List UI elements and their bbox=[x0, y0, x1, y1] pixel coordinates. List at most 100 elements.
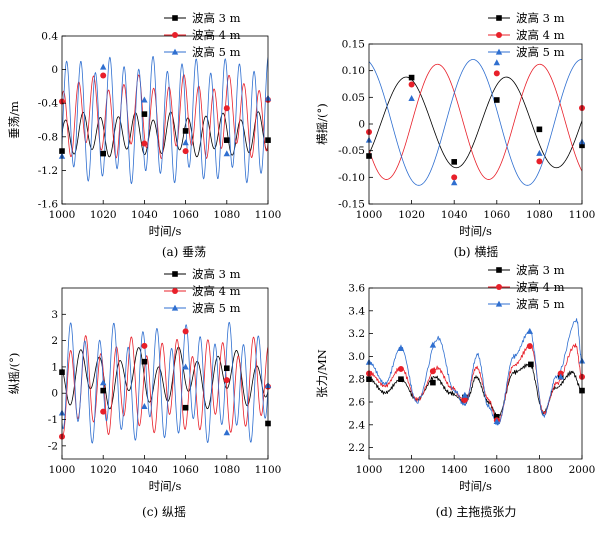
y-tick-label: 2.2 bbox=[348, 442, 365, 454]
x-tick-label: 1060 bbox=[483, 209, 510, 221]
data-point-h4 bbox=[100, 408, 107, 415]
data-point-h4 bbox=[536, 158, 543, 165]
legend-label-h5: 波高 5 m bbox=[192, 45, 241, 59]
y-axis-label: 张力/MN bbox=[315, 349, 329, 398]
y-tick-label: -0.8 bbox=[38, 131, 58, 143]
panel-c: 1000 1020 1040 1060 1080 1100 3 2 1 0 -1 -2 时间/s 纵摇/(… bbox=[7, 267, 281, 519]
series-line-h3 bbox=[62, 346, 268, 410]
data-point-h3 bbox=[451, 159, 457, 165]
data-point-h3 bbox=[536, 126, 543, 133]
x-tick-label: 1080 bbox=[213, 209, 240, 221]
y-tick-label: 1 bbox=[51, 361, 58, 373]
x-tick-label: 2000 bbox=[569, 464, 596, 476]
x-tick-label: 1100 bbox=[255, 209, 282, 221]
data-point-h5 bbox=[100, 63, 107, 70]
series-line-h3 bbox=[62, 111, 268, 158]
panel-b: 1000 1020 1040 1060 1080 1100 0.15 0.10 0.05 0 -0.… bbox=[315, 11, 595, 259]
x-tick-label: 1040 bbox=[131, 209, 158, 221]
x-tick-label: 1200 bbox=[398, 464, 425, 476]
data-point-h4 bbox=[526, 343, 533, 350]
data-point-h4 bbox=[429, 368, 436, 375]
data-point-h4 bbox=[141, 342, 148, 349]
y-tick-label: -1.6 bbox=[38, 199, 59, 211]
series-layer bbox=[62, 321, 268, 444]
data-point-h5 bbox=[451, 179, 458, 186]
y-tick-label: 2 bbox=[51, 335, 58, 347]
data-point-h5 bbox=[100, 379, 107, 386]
legend-marker-h5 bbox=[171, 48, 179, 55]
legend-label-h5: 波高 5 m bbox=[516, 297, 565, 311]
y-tick-label: 3 bbox=[51, 309, 58, 321]
x-tick-label: 1020 bbox=[90, 464, 117, 476]
y-tick-label: 0.10 bbox=[342, 65, 365, 77]
y-tick-label: -0.15 bbox=[338, 199, 365, 211]
x-tick-label: 1100 bbox=[255, 464, 282, 476]
x-tick-label: 1060 bbox=[172, 464, 199, 476]
data-point-h4 bbox=[182, 148, 189, 155]
series-line-h5 bbox=[369, 318, 582, 426]
legend-label-h4: 波高 4 m bbox=[192, 284, 241, 298]
data-point-h4 bbox=[223, 377, 230, 384]
legend-label-h4: 波高 4 m bbox=[516, 28, 565, 42]
legend-marker-h4 bbox=[172, 288, 178, 294]
x-tick-label: 1000 bbox=[356, 464, 383, 476]
data-point-h5 bbox=[493, 417, 500, 424]
y-tick-label: 3.0 bbox=[348, 351, 365, 363]
legend-label-h4: 波高 4 m bbox=[516, 280, 565, 294]
series-layer bbox=[369, 59, 582, 186]
data-point-h3 bbox=[100, 387, 106, 394]
data-point-h3 bbox=[528, 361, 534, 368]
data-point-h4 bbox=[493, 70, 500, 77]
legend-marker-h4 bbox=[496, 284, 502, 290]
y-tick-label: 0.4 bbox=[41, 31, 58, 43]
legend-marker-h5 bbox=[495, 48, 503, 55]
legend: 波高 3 m 波高 4 m 波高 5 m bbox=[164, 11, 241, 59]
plot-frame bbox=[368, 287, 583, 460]
x-tick-label: 1040 bbox=[131, 464, 158, 476]
y-tick-label: 0.05 bbox=[342, 92, 365, 104]
data-point-h3 bbox=[100, 150, 106, 157]
panel-caption: (b) 横摇 bbox=[454, 245, 499, 259]
x-tick-label: 1000 bbox=[356, 209, 383, 221]
series-layer bbox=[62, 55, 268, 185]
data-point-h4 bbox=[141, 140, 148, 147]
plot-frame bbox=[61, 35, 269, 205]
x-tick-label: 1020 bbox=[398, 209, 425, 221]
legend-label-h3: 波高 3 m bbox=[516, 263, 565, 277]
x-tick-label: 1600 bbox=[483, 464, 510, 476]
data-point-h5 bbox=[141, 96, 148, 103]
plot-frame bbox=[61, 287, 269, 460]
data-point-h4 bbox=[182, 328, 189, 335]
x-axis-label: 时间/s bbox=[459, 479, 492, 493]
legend-label-h3: 波高 3 m bbox=[516, 11, 565, 25]
data-point-h3 bbox=[224, 137, 230, 143]
y-tick-label: 2.4 bbox=[348, 419, 365, 431]
x-axis-label: 时间/s bbox=[459, 224, 492, 238]
x-axis-label: 时间/s bbox=[149, 224, 182, 238]
data-point-h5 bbox=[536, 149, 543, 156]
series-line-h5 bbox=[62, 55, 268, 185]
y-tick-label: 0 bbox=[358, 119, 365, 131]
data-point-h3 bbox=[398, 376, 404, 382]
legend: 波高 3 m 波高 4 m 波高 5 m bbox=[164, 267, 241, 315]
x-axis-label: 时间/s bbox=[149, 479, 182, 493]
series-line-h5 bbox=[369, 59, 582, 186]
legend: 波高 3 m 波高 4 m 波高 5 m bbox=[488, 263, 565, 311]
panel-d: 1000 1200 1400 1600 1800 2000 3.6 3.4 3.2 3.0 2.8 2… bbox=[315, 263, 595, 519]
data-point-h4 bbox=[223, 105, 230, 112]
data-point-h5 bbox=[182, 363, 189, 370]
x-tick-label: 1080 bbox=[213, 464, 240, 476]
y-tick-label: -0.4 bbox=[38, 98, 59, 110]
legend-marker-h3 bbox=[172, 15, 178, 21]
legend-marker-h4 bbox=[172, 32, 178, 38]
data-point-h5 bbox=[408, 95, 415, 101]
y-tick-label: -1 bbox=[48, 414, 58, 426]
data-point-h5 bbox=[526, 327, 534, 334]
data-point-h5 bbox=[493, 59, 500, 66]
x-tick-label: 1020 bbox=[90, 209, 117, 221]
x-tick-label: 1800 bbox=[526, 464, 553, 476]
data-point-h3 bbox=[182, 404, 189, 411]
data-point-h3 bbox=[224, 365, 230, 372]
x-tick-label: 1000 bbox=[49, 209, 76, 221]
data-point-h4 bbox=[408, 81, 415, 88]
